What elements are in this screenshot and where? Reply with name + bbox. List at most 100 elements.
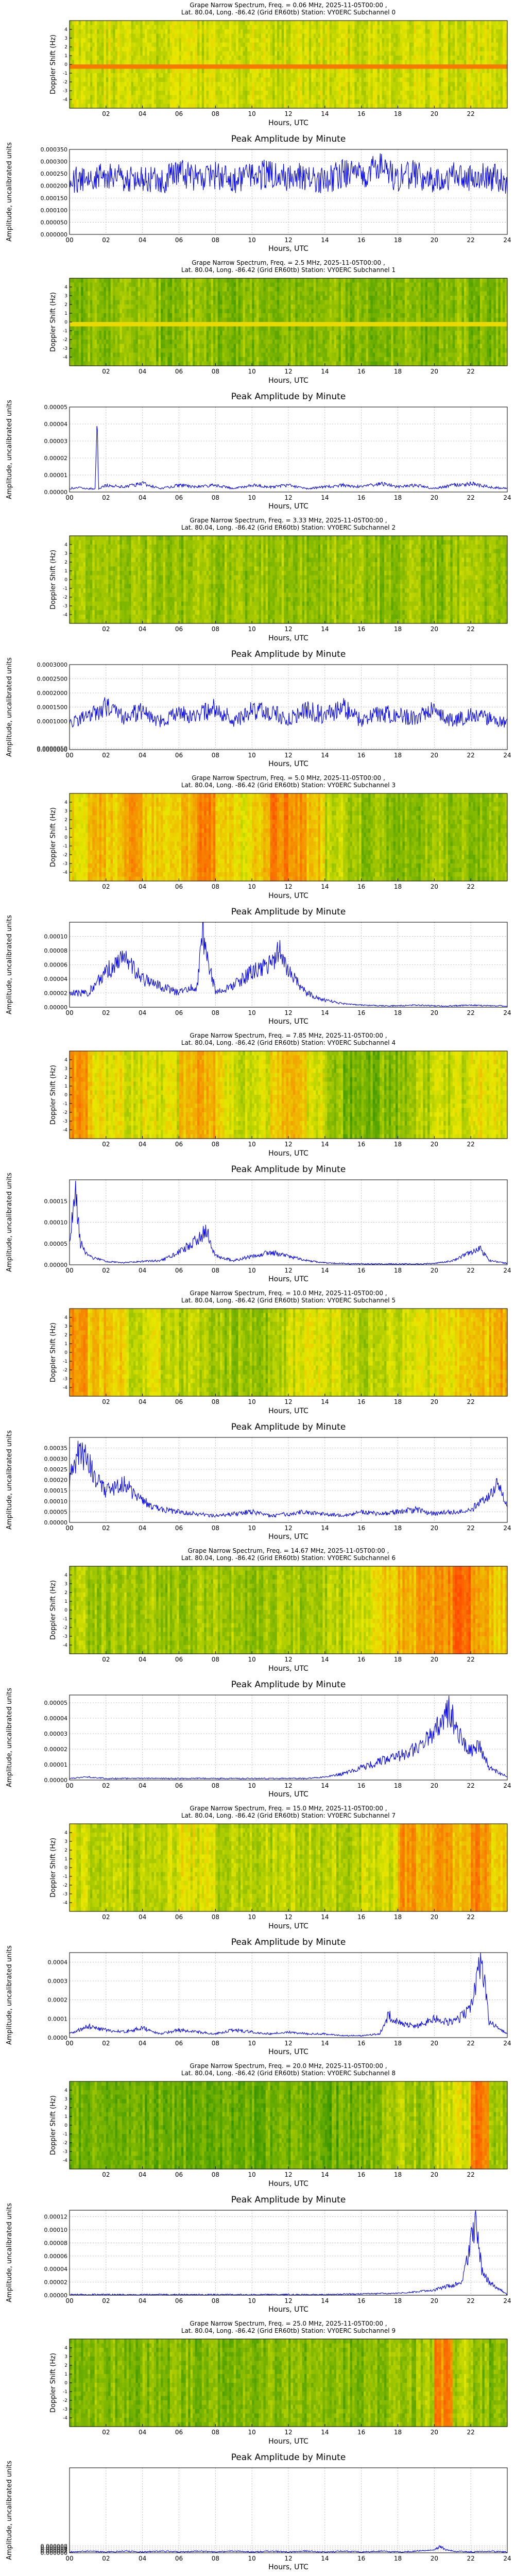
y-tick-label: -2 xyxy=(63,853,67,858)
x-tick-label: 16 xyxy=(357,1656,365,1663)
x-tick-label: 12 xyxy=(284,368,292,375)
y-tick-label: 0.00004 xyxy=(44,421,68,428)
y-tick-label: 0.0001 xyxy=(48,2015,68,2022)
x-tick-label: 08 xyxy=(212,752,219,759)
x-tick-label: 04 xyxy=(139,1524,146,1532)
y-tick-label: 0.00002 xyxy=(44,990,68,997)
x-axis-label: Hours, UTC xyxy=(268,2306,308,2314)
x-tick-label: 10 xyxy=(248,2040,256,2047)
x-tick-label: 04 xyxy=(139,1656,146,1663)
x-tick-label: 02 xyxy=(102,883,110,890)
spectrogram-cells xyxy=(70,536,508,624)
y-tick-label: 3 xyxy=(64,1324,67,1329)
x-tick-label: 20 xyxy=(431,1524,438,1532)
x-tick-label: 16 xyxy=(357,1913,365,1921)
x-tick-label: 18 xyxy=(394,1141,402,1148)
y-tick-label: -2 xyxy=(63,1110,67,1115)
y-tick-label: 3 xyxy=(64,294,67,299)
x-tick-label: 16 xyxy=(357,1398,365,1405)
x-tick-label: 16 xyxy=(357,2297,365,2304)
x-tick-label: 20 xyxy=(431,2297,438,2304)
x-tick-label: 20 xyxy=(431,752,438,759)
y-tick-label: 0.000200 xyxy=(41,183,68,190)
x-tick-label: 16 xyxy=(357,2429,365,2436)
x-tick-label: 02 xyxy=(102,1267,110,1274)
y-tick-label: 0.00008 xyxy=(44,947,68,954)
x-tick-label: 10 xyxy=(248,2297,256,2304)
x-tick-label: 06 xyxy=(175,2040,183,2047)
y-tick-label: 2 xyxy=(64,818,67,823)
x-tick-label: 10 xyxy=(248,1656,256,1663)
x-tick-label: 12 xyxy=(284,883,292,890)
spectrum-panel-3: Grape Narrow Spectrum, Freq. = 5.0 MHz, … xyxy=(49,774,508,900)
y-tick-label: 2 xyxy=(64,2106,67,2111)
spectrum-panel-6: Grape Narrow Spectrum, Freq. = 14.67 MHz… xyxy=(49,1547,508,1673)
spectrum-title: Grape Narrow Spectrum, Freq. = 10.0 MHz,… xyxy=(190,1290,387,1297)
x-tick-label: 22 xyxy=(467,1009,475,1016)
x-tick-label: 08 xyxy=(212,1267,219,1274)
spectrum-panel-5: Grape Narrow Spectrum, Freq. = 10.0 MHz,… xyxy=(49,1290,508,1415)
x-tick-label: 14 xyxy=(321,2429,329,2436)
x-tick-label: 20 xyxy=(431,110,438,117)
x-tick-label: 06 xyxy=(175,1398,183,1405)
y-tick-label: 0.0000 xyxy=(48,2035,68,2041)
x-tick-label: 08 xyxy=(212,2297,219,2304)
x-tick-label: 12 xyxy=(284,236,292,244)
y-tick-label: 0.0000050 xyxy=(37,745,68,752)
spectrum-panel-2: Grape Narrow Spectrum, Freq. = 3.33 MHz,… xyxy=(49,517,508,642)
x-tick-label: 08 xyxy=(212,2171,219,2178)
y-tick-label: 0.00010 xyxy=(44,1498,68,1505)
y-tick-label: -3 xyxy=(63,1377,67,1382)
spectrogram-cells xyxy=(70,1566,508,1654)
x-tick-label: 20 xyxy=(431,1141,438,1148)
x-tick-label: 04 xyxy=(139,2555,146,2562)
y-tick-label: 0.00012 xyxy=(44,2214,68,2221)
x-axis-label: Hours, UTC xyxy=(268,1018,308,1026)
y-tick-label: 0.000000 xyxy=(41,231,68,238)
x-tick-label: 22 xyxy=(467,1913,475,1921)
spectrum-title: Grape Narrow Spectrum, Freq. = 25.0 MHz,… xyxy=(190,2320,387,2327)
spectrogram-cells xyxy=(70,2339,508,2427)
x-tick-label: 06 xyxy=(175,1267,183,1274)
x-tick-label: 18 xyxy=(394,1913,402,1921)
spectrum-title: Grape Narrow Spectrum, Freq. = 3.33 MHz,… xyxy=(190,517,387,524)
x-tick-label: 02 xyxy=(102,494,110,501)
x-tick-label: 06 xyxy=(175,1913,183,1921)
x-tick-label: 14 xyxy=(321,1913,329,1921)
x-tick-label: 02 xyxy=(102,1141,110,1148)
x-tick-label: 06 xyxy=(175,1782,183,1789)
spectrum-subtitle: Lat. 80.04, Long. -86.42 (Grid ER60tb) S… xyxy=(181,266,396,274)
x-tick-label: 08 xyxy=(212,236,219,244)
y-tick-label: 0.0003 xyxy=(48,1978,68,1985)
x-tick-label: 24 xyxy=(503,494,511,501)
x-tick-label: 04 xyxy=(139,1009,146,1016)
x-tick-label: 12 xyxy=(284,752,292,759)
x-tick-label: 02 xyxy=(102,2297,110,2304)
y-tick-label: 1 xyxy=(64,569,67,574)
y-tick-label: 1 xyxy=(64,54,67,59)
y-tick-label: -2 xyxy=(63,1625,67,1631)
y-tick-label: 2 xyxy=(64,560,67,565)
y-tick-label: 0.0003000 xyxy=(37,662,68,668)
x-tick-label: 10 xyxy=(248,2171,256,2178)
x-tick-label: 12 xyxy=(284,1913,292,1921)
x-tick-label: 06 xyxy=(175,110,183,117)
x-tick-label: 08 xyxy=(212,1913,219,1921)
y-tick-label: 3 xyxy=(64,36,67,41)
x-tick-label: 18 xyxy=(394,2171,402,2178)
x-tick-label: 16 xyxy=(357,110,365,117)
y-tick-label: 1 xyxy=(64,311,67,316)
x-tick-label: 22 xyxy=(467,625,475,633)
y-tick-label: 0 xyxy=(64,1608,67,1613)
x-tick-label: 10 xyxy=(248,368,256,375)
x-tick-label: 02 xyxy=(102,368,110,375)
y-tick-label: 0.00005 xyxy=(44,1241,68,1247)
y-axis-label: Amplitude, uncalibrated units xyxy=(6,1688,13,1787)
y-axis-label: Amplitude, uncalibrated units xyxy=(6,1945,13,2045)
x-tick-label: 10 xyxy=(248,1524,256,1532)
y-tick-label: 0 xyxy=(64,1350,67,1355)
x-tick-label: 14 xyxy=(321,2297,329,2304)
x-tick-label: 12 xyxy=(284,494,292,501)
